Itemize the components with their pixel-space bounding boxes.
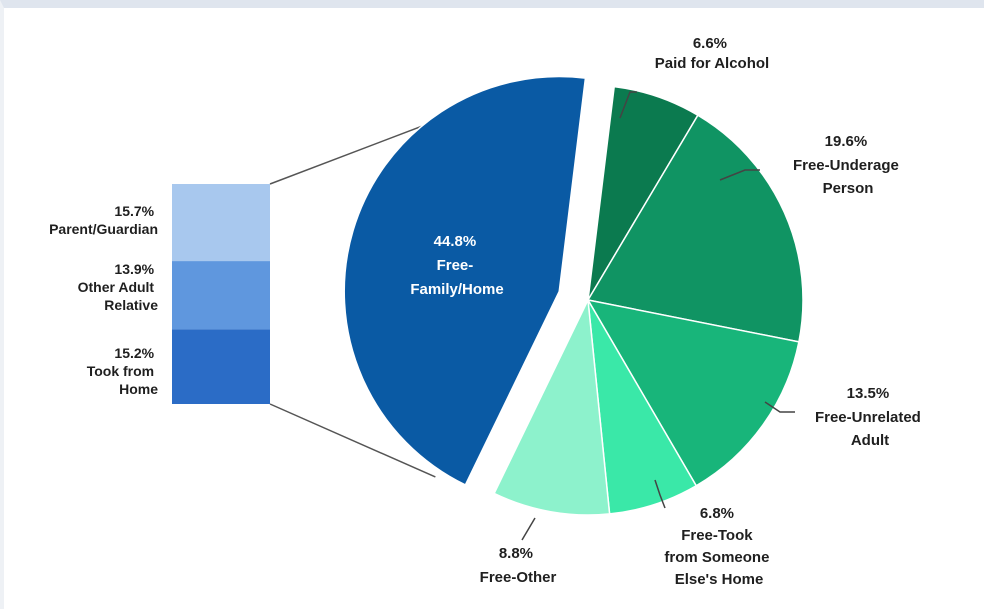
pie — [343, 75, 804, 516]
connector-line-bottom — [269, 403, 436, 478]
bar-segment-other-adult-relative — [172, 261, 270, 330]
slice-free-unrelated-adult — [586, 298, 800, 487]
leader-line-free-underage-person — [719, 169, 760, 181]
breakdown-bar — [172, 184, 270, 404]
slice-free-underage-person — [586, 114, 804, 343]
slice-label-free-other: 8.8% Free-Other — [480, 545, 557, 586]
bar-label-other-adult-relative: 13.9% Other Adult Relative — [78, 261, 159, 313]
slice-label-free-family-home: 44.8% Free- Family/Home — [410, 233, 503, 298]
leader-line-free-other — [521, 517, 536, 541]
leader-line-paid-for-alcohol — [619, 91, 637, 119]
bar-segment-parent-guardian — [172, 184, 270, 262]
leader-line-free-unrelated-adult — [764, 401, 795, 413]
bar-label-took-from-home: 15.2% Took from Home — [87, 345, 159, 397]
slice-free-family-home — [343, 75, 587, 486]
slice-free-other — [493, 297, 611, 516]
slice-label-free-took: 6.8% Free-Took from Someone Else's Home — [664, 505, 773, 588]
leader-line-free-took — [654, 479, 666, 509]
slice-label-paid-for-alcohol: 6.6% Paid for Alcohol — [655, 35, 769, 72]
bar-label-parent-guardian: 15.7% Parent/Guardian — [49, 203, 158, 237]
slice-label-free-underage-person: 19.6% Free-Underage Person — [793, 133, 903, 197]
bar-segment-took-from-home — [172, 329, 270, 404]
slice-label-free-unrelated-adult: 13.5% Free-Unrelated Adult — [815, 385, 925, 449]
